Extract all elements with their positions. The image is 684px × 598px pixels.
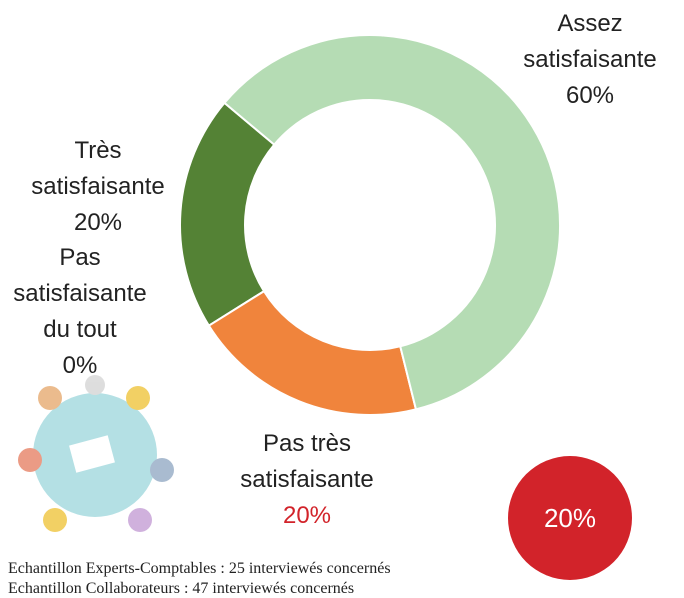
footnote: Echantillon Experts-Comptables : 25 inte… (8, 560, 391, 578)
category-label: Pas très satisfaisante (222, 426, 392, 498)
page: 20% Echantillon Experts-Comptables : 25 … (0, 0, 684, 593)
footnote: Echantillon Collaborateurs : 47 intervie… (8, 580, 354, 598)
slice (209, 291, 416, 415)
highlight-value: 20% (544, 503, 596, 533)
category-label: Assez satisfaisante (505, 6, 675, 78)
value-label: 20% (222, 498, 392, 534)
illustration (18, 375, 174, 532)
category-label: Pas satisfaisante du tout (0, 240, 160, 348)
category-label: Très satisfaisante (8, 133, 188, 205)
value-label: 0% (0, 348, 160, 384)
value-label: 20% (8, 205, 188, 241)
value-label: 60% (505, 78, 675, 114)
slice (180, 103, 274, 326)
